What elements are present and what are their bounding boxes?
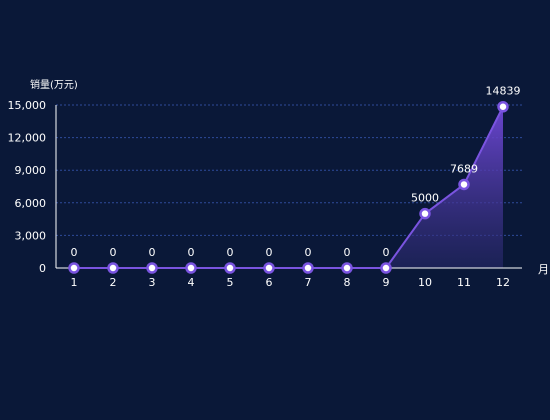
x-tick-label: 6 <box>266 276 273 289</box>
data-point <box>146 262 158 274</box>
data-label: 0 <box>344 246 351 259</box>
data-label: 0 <box>188 246 195 259</box>
x-tick-label: 9 <box>383 276 390 289</box>
y-tick-label: 0 <box>39 262 46 275</box>
data-label: 0 <box>227 246 234 259</box>
data-label: 0 <box>110 246 117 259</box>
data-label: 0 <box>305 246 312 259</box>
x-tick-label: 12 <box>496 276 510 289</box>
data-point <box>341 262 353 274</box>
data-point <box>107 262 119 274</box>
data-point <box>497 100 509 113</box>
y-tick-label: 12,000 <box>8 132 47 145</box>
y-axis-title: 销量(万元) <box>30 78 78 91</box>
y-tick-label: 15,000 <box>8 99 47 112</box>
y-tick-label: 6,000 <box>15 197 47 210</box>
line-layer <box>74 106 504 269</box>
x-tick-label: 1 <box>71 276 78 289</box>
data-point <box>68 262 80 274</box>
data-label: 0 <box>266 246 273 259</box>
y-tick-label: 3,000 <box>15 229 47 242</box>
data-label: 0 <box>71 246 78 259</box>
data-label: 14839 <box>486 85 521 98</box>
x-tick-label: 7 <box>305 276 312 289</box>
y-tick-label: 9,000 <box>15 164 47 177</box>
x-tick-label: 4 <box>188 276 195 289</box>
label-layer: 0 0 0 0 0 0 0 0 0 5000 7689 14839 <box>71 85 521 259</box>
x-tick-label: 10 <box>418 276 432 289</box>
x-axis-title: 月 <box>538 263 549 276</box>
area-layer <box>74 106 503 268</box>
data-point <box>263 262 275 274</box>
data-point <box>302 262 314 274</box>
data-label: 5000 <box>411 192 439 205</box>
x-tick-label: 2 <box>110 276 117 289</box>
data-label: 0 <box>383 246 390 259</box>
data-point <box>419 207 431 220</box>
marker-layer <box>68 100 509 274</box>
data-point <box>380 262 392 274</box>
data-label: 7689 <box>450 162 478 175</box>
series-area <box>74 106 503 268</box>
x-tick-label: 11 <box>457 276 471 289</box>
data-point <box>185 262 197 274</box>
x-tick-label: 8 <box>344 276 351 289</box>
data-point <box>458 178 470 191</box>
series-line <box>74 106 504 269</box>
x-tick-label: 5 <box>227 276 234 289</box>
data-point <box>224 262 236 274</box>
x-tick-label: 3 <box>149 276 156 289</box>
data-label: 0 <box>149 246 156 259</box>
